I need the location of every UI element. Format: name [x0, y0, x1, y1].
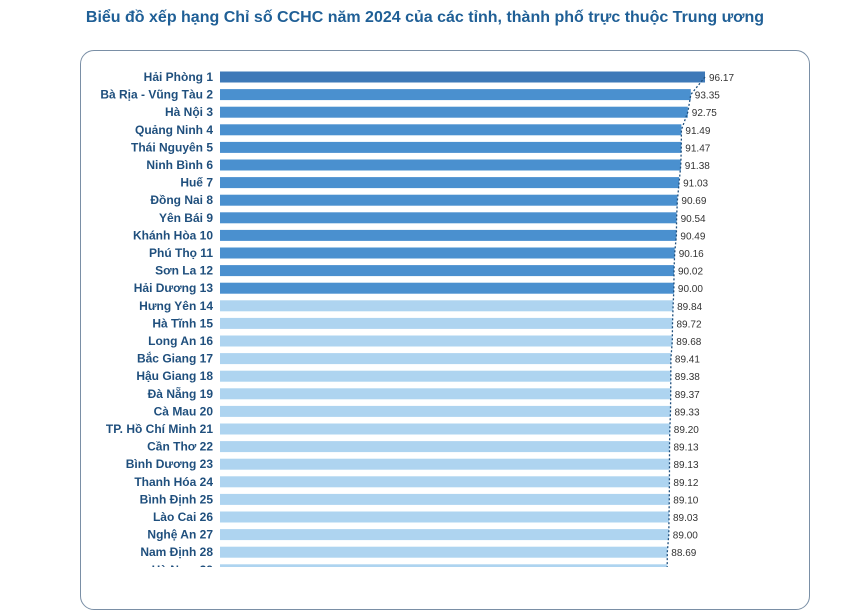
- category-label-28: Nam Định 28: [140, 545, 213, 559]
- category-label-2: Bà Rịa - Vũng Tàu 2: [100, 88, 213, 102]
- bar-13: [220, 282, 674, 294]
- trend-line: [666, 76, 706, 567]
- bar-9: [220, 212, 677, 224]
- category-label-4: Quảng Ninh 4: [135, 123, 213, 137]
- category-label-14: Hưng Yên 14: [139, 299, 213, 313]
- category-label-9: Yên Bái 9: [159, 211, 213, 225]
- category-label-24: Thanh Hóa 24: [134, 475, 213, 489]
- value-label-12: 90.02: [678, 267, 703, 278]
- category-label-10: Khánh Hòa 10: [133, 228, 213, 242]
- category-label-20: Cà Mau 20: [154, 404, 214, 418]
- bar-1: [220, 71, 705, 83]
- value-label-17: 89.41: [675, 355, 700, 366]
- value-label-24: 89.12: [673, 478, 698, 489]
- bar-17: [220, 353, 671, 365]
- bar-19: [220, 388, 671, 400]
- value-label-8: 90.69: [681, 196, 706, 207]
- bar-3: [220, 106, 688, 118]
- category-label-19: Đà Nẵng 19: [148, 386, 214, 401]
- value-label-23: 89.13: [674, 460, 699, 471]
- value-label-22: 89.13: [674, 443, 699, 454]
- bar-25: [220, 493, 670, 505]
- category-label-3: Hà Nội 3: [165, 105, 213, 119]
- value-label-9: 90.54: [681, 214, 706, 225]
- bar-26: [220, 511, 669, 523]
- bar-23: [220, 458, 670, 470]
- bar-7: [220, 177, 680, 189]
- bar-21: [220, 423, 670, 435]
- value-label-25: 89.10: [673, 495, 698, 506]
- value-label-4: 91.49: [685, 126, 710, 137]
- category-label-29: Hà Nam 29: [152, 563, 214, 567]
- bar-4: [220, 124, 682, 136]
- bar-14: [220, 300, 674, 312]
- category-label-11: Phú Thọ 11: [149, 246, 213, 260]
- category-label-25: Bình Định 25: [140, 492, 214, 506]
- bar-6: [220, 159, 681, 171]
- value-label-13: 90.00: [678, 284, 703, 295]
- category-label-22: Cần Thơ 22: [147, 440, 213, 454]
- value-label-1: 96.17: [709, 73, 734, 84]
- bar-8: [220, 194, 678, 206]
- value-label-11: 90.16: [679, 249, 704, 260]
- value-label-10: 90.49: [680, 231, 705, 242]
- bar-29: [220, 564, 668, 567]
- bar-10: [220, 229, 677, 241]
- category-label-15: Hà Tĩnh 15: [152, 316, 213, 330]
- category-label-6: Ninh Bình 6: [146, 158, 213, 172]
- bar-18: [220, 370, 671, 382]
- category-label-23: Bình Dương 23: [126, 457, 214, 471]
- category-label-18: Hậu Giang 18: [136, 369, 213, 383]
- category-label-7: Huế 7: [180, 176, 213, 190]
- chart-title: Biểu đồ xếp hạng Chỉ số CCHC năm 2024 củ…: [85, 9, 765, 26]
- bar-12: [220, 265, 674, 277]
- category-label-13: Hải Dương 13: [134, 281, 214, 295]
- bar-2: [220, 89, 691, 101]
- category-label-8: Đồng Nai 8: [150, 193, 213, 207]
- value-label-29: 88.67: [671, 566, 696, 567]
- category-label-16: Long An 16: [148, 334, 213, 348]
- value-label-2: 93.35: [695, 91, 720, 102]
- value-label-20: 89.33: [675, 407, 700, 418]
- value-label-16: 89.68: [676, 337, 701, 348]
- value-label-15: 89.72: [677, 319, 702, 330]
- bar-20: [220, 405, 671, 417]
- value-label-5: 91.47: [685, 143, 710, 154]
- value-label-21: 89.20: [674, 425, 699, 436]
- bar-16: [220, 335, 673, 347]
- category-label-26: Lào Cai 26: [153, 510, 213, 524]
- bar-27: [220, 529, 669, 541]
- category-label-17: Bắc Giang 17: [137, 351, 213, 366]
- value-label-28: 88.69: [671, 548, 696, 559]
- value-label-7: 91.03: [683, 179, 708, 190]
- value-label-26: 89.03: [673, 513, 698, 524]
- value-label-19: 89.37: [675, 390, 700, 401]
- bar-22: [220, 441, 670, 453]
- value-label-3: 92.75: [692, 108, 717, 119]
- value-label-18: 89.38: [675, 372, 700, 383]
- bar-24: [220, 476, 670, 488]
- bar-chart: Hải Phòng 1 96.17 Bà Rịa - Vũng Tàu 2 93.35…: [100, 70, 734, 567]
- value-label-14: 89.84: [677, 302, 702, 313]
- value-label-6: 91.38: [685, 161, 710, 172]
- category-label-12: Sơn La 12: [155, 264, 213, 278]
- bar-11: [220, 247, 675, 259]
- category-label-5: Thái Nguyên 5: [131, 140, 213, 154]
- value-label-27: 89.00: [673, 531, 698, 542]
- bar-15: [220, 317, 673, 329]
- category-label-27: Nghệ An 27: [147, 528, 213, 542]
- bar-5: [220, 141, 682, 153]
- bar-28: [220, 546, 668, 558]
- category-label-1: Hải Phòng 1: [144, 70, 214, 84]
- category-label-21: TP. Hồ Chí Minh 21: [106, 422, 213, 436]
